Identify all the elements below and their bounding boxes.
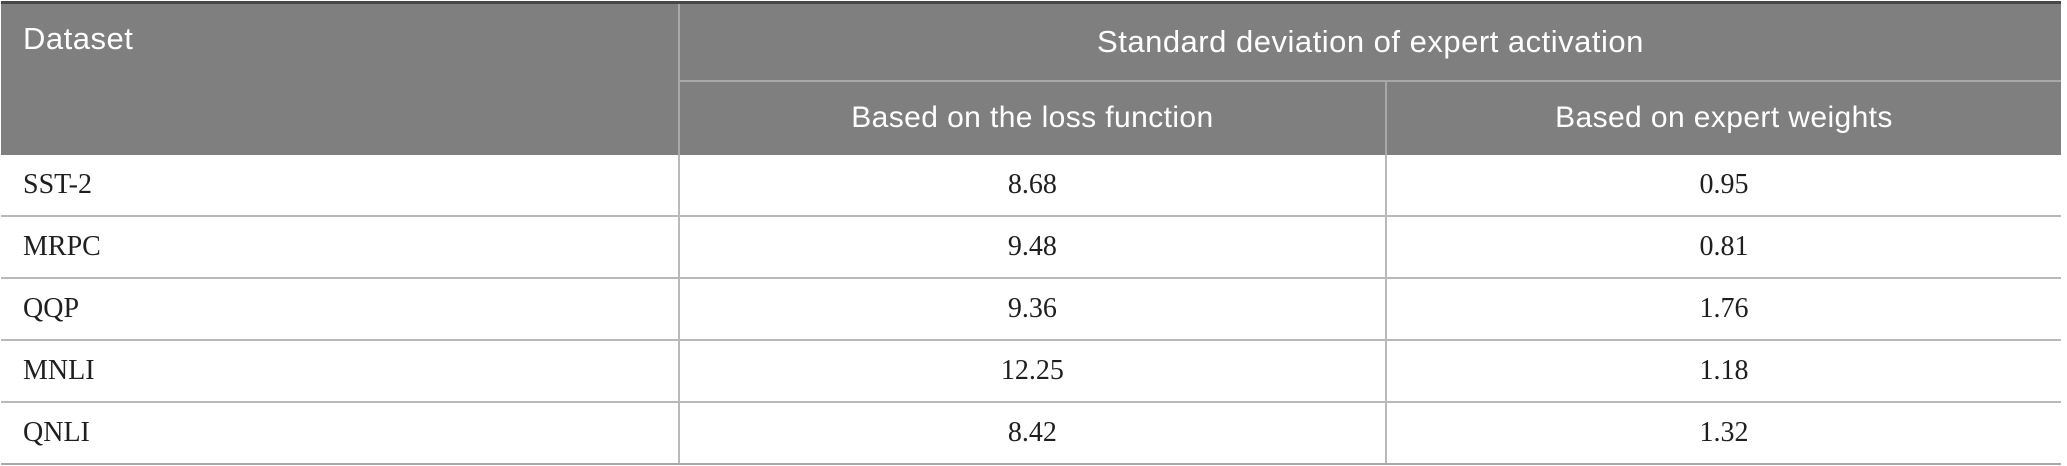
loss-value-cell: 8.42: [677, 401, 1386, 465]
table-row: MRPC 9.48 0.81: [1, 215, 2061, 278]
dataset-column-header: Dataset: [1, 2, 679, 155]
loss-function-column-header: Based on the loss function: [677, 80, 1386, 155]
loss-value-cell: 9.48: [677, 215, 1386, 278]
weights-value-cell: 1.32: [1384, 401, 2061, 465]
dataset-cell: MRPC: [1, 215, 679, 278]
group-column-header: Standard deviation of expert activation: [677, 2, 2061, 82]
weights-value-cell: 1.76: [1384, 277, 2061, 340]
header-row-sub: Based on the loss function Based on expe…: [1, 80, 2061, 155]
loss-value-cell: 9.36: [677, 277, 1386, 340]
table-row: QNLI 8.42 1.32: [1, 401, 2061, 465]
dataset-cell: QNLI: [1, 401, 679, 465]
weights-value-cell: 1.18: [1384, 339, 2061, 402]
weights-value-cell: 0.95: [1384, 155, 2061, 216]
header-row-group: Dataset Standard deviation of expert act…: [1, 2, 2061, 155]
dataset-cell: QQP: [1, 277, 679, 340]
loss-value-cell: 8.68: [677, 155, 1386, 216]
dataset-cell: MNLI: [1, 339, 679, 402]
dataset-cell: SST-2: [1, 155, 679, 216]
table-row: SST-2 8.68 0.95: [1, 155, 2061, 216]
table-row: MNLI 12.25 1.18: [1, 339, 2061, 402]
expert-weights-column-header: Based on expert weights: [1384, 80, 2061, 155]
table-row: QQP 9.36 1.76: [1, 277, 2061, 340]
loss-value-cell: 12.25: [677, 339, 1386, 402]
weights-value-cell: 0.81: [1384, 215, 2061, 278]
table-body: SST-2 8.68 0.95 MRPC 9.48 0.81 QQP 9.36 …: [1, 155, 2061, 465]
table-header: Dataset Standard deviation of expert act…: [1, 2, 2061, 155]
